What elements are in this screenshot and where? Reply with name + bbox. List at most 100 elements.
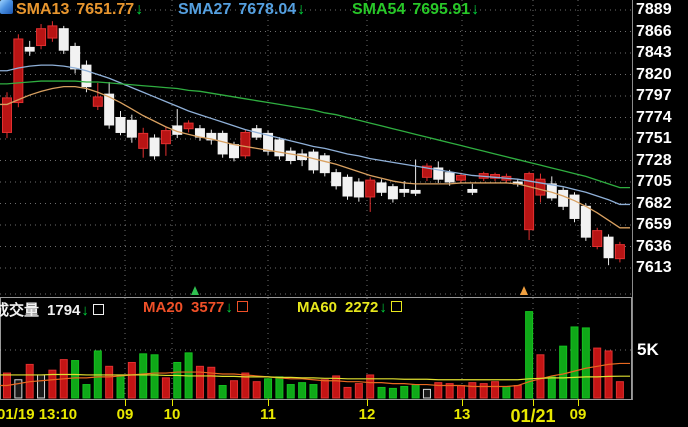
volume-chart[interactable] <box>0 297 632 400</box>
volume-bar <box>309 384 318 399</box>
candle-body <box>217 132 228 155</box>
volume-bar <box>536 354 545 399</box>
candle-body <box>263 132 274 152</box>
volume-bar <box>14 379 23 399</box>
candle-body <box>421 165 432 178</box>
down-arrow-icon: ↓ <box>297 1 306 18</box>
volume-bar <box>82 384 91 399</box>
volume-bar <box>161 377 170 399</box>
volume-bar <box>581 327 590 399</box>
volume-bar <box>105 365 114 399</box>
volume-value: 1794 <box>47 302 81 319</box>
candle-body <box>558 189 569 207</box>
price-axis-label: 7682 <box>636 194 672 212</box>
candle-body <box>115 117 126 133</box>
volume-bar <box>343 386 352 399</box>
candle-body <box>535 178 546 196</box>
ma20-checkbox[interactable] <box>236 301 248 312</box>
sma13-label: SMA13 <box>16 1 70 18</box>
volume-bar <box>252 381 261 399</box>
candle-body <box>229 144 239 159</box>
sma13-line <box>0 86 630 229</box>
ma20-label: MA20 <box>143 299 184 316</box>
volume-ma60-line <box>0 373 630 381</box>
volume-bar <box>388 387 397 399</box>
volume-bar <box>411 384 420 399</box>
volume-bar <box>491 381 500 399</box>
volume-bar <box>525 311 534 399</box>
sma54-value: 7695.91 <box>412 1 471 18</box>
candle-body <box>149 137 160 157</box>
time-axis-label: 10 <box>163 406 181 423</box>
candle-body <box>70 45 81 70</box>
volume-bar <box>434 382 443 399</box>
sma27-label: SMA27 <box>178 1 232 18</box>
candle-body <box>444 172 455 183</box>
price-axis-label: 7797 <box>636 87 672 104</box>
price-axis-label: 7843 <box>636 44 672 61</box>
candle-body <box>47 25 58 39</box>
volume-bar <box>320 379 329 399</box>
price-axis-label: 7728 <box>636 151 672 169</box>
volume-bar <box>559 345 568 399</box>
volume-bar <box>127 361 136 399</box>
volume-bar <box>264 378 273 399</box>
candle-body <box>104 93 115 126</box>
candle-body <box>365 179 376 198</box>
volume-axis-label: 5K <box>637 340 659 359</box>
volume-bar <box>422 388 431 399</box>
price-axis-label: 7751 <box>636 130 672 147</box>
volume-checkbox[interactable] <box>92 304 104 315</box>
time-tick <box>172 399 173 406</box>
chart-app-icon[interactable] <box>0 0 13 14</box>
signal-marker-icon <box>191 286 199 295</box>
down-arrow-icon: ↓ <box>81 302 89 319</box>
time-tick <box>125 399 126 406</box>
volume-bar <box>230 380 238 399</box>
candle-body <box>285 150 296 162</box>
candle-body <box>433 167 444 180</box>
volume-bar <box>479 383 488 399</box>
volume-bar <box>37 374 46 399</box>
time-tick <box>462 399 463 406</box>
sma54-legend: SMA54 7695.91↓ <box>352 1 479 19</box>
candle-body <box>376 182 387 193</box>
price-axis-label: 7820 <box>636 65 672 83</box>
price-axis-label: 7889 <box>636 1 672 18</box>
price-chart[interactable] <box>0 0 632 297</box>
time-axis-label: 09 <box>569 406 587 423</box>
candle-body <box>183 122 194 130</box>
candle-body <box>274 139 285 157</box>
sma13-value: 7651.77 <box>76 1 135 18</box>
candle-body <box>456 174 466 181</box>
axis-separator <box>632 0 633 400</box>
volume-bar <box>218 385 227 399</box>
candle-body <box>319 155 330 174</box>
volume-bar <box>116 374 125 399</box>
candle-body <box>524 173 535 231</box>
candle-body <box>126 119 137 138</box>
sma54-line <box>0 80 630 189</box>
volume-bar <box>366 374 375 399</box>
volume-bar <box>468 382 477 399</box>
time-tick <box>533 399 534 406</box>
candle-body <box>331 172 342 187</box>
ma60-checkbox[interactable] <box>390 301 402 312</box>
candle-body <box>353 181 364 198</box>
time-axis-label: 13 <box>453 406 471 423</box>
volume-bar <box>139 353 148 399</box>
candle-body <box>206 132 217 141</box>
sma13-legend: SMA13 7651.77↓ <box>16 1 143 19</box>
candle-body <box>24 46 35 52</box>
volume-label: 成交量 <box>0 302 40 319</box>
candles <box>2 21 625 266</box>
volume-bar <box>570 326 579 399</box>
volume-bar <box>593 347 602 399</box>
time-axis-label: 12 <box>358 406 376 423</box>
price-grid <box>0 0 632 297</box>
candle-body <box>603 236 614 259</box>
ma60-value: 2272 <box>345 299 379 316</box>
volume-bar <box>354 383 363 399</box>
candle-body <box>342 176 353 197</box>
candle-body <box>410 189 421 194</box>
